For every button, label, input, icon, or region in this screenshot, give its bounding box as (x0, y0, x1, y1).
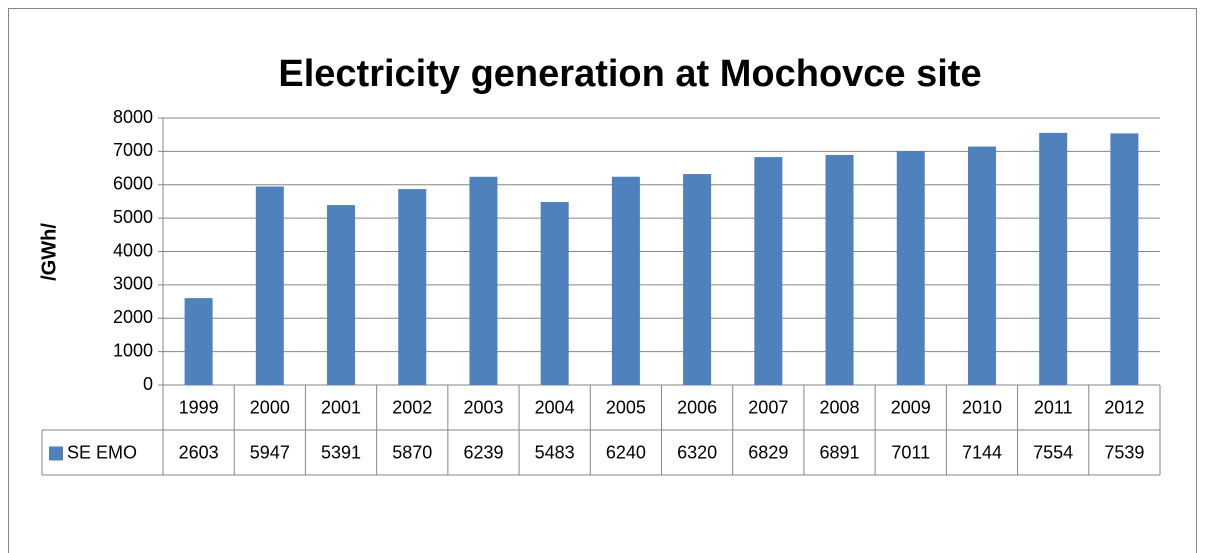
table-value: 6829 (748, 442, 788, 462)
bar (255, 186, 284, 385)
bar (1110, 133, 1139, 385)
table-value: 7539 (1104, 442, 1144, 462)
table-value: 5483 (535, 442, 575, 462)
x-tick-label: 2006 (677, 397, 717, 417)
y-tick-label: 4000 (113, 240, 153, 260)
table-value: 5391 (321, 442, 361, 462)
bar (683, 174, 712, 385)
x-tick-label: 2010 (962, 397, 1002, 417)
table-value: 6239 (463, 442, 503, 462)
x-tick-label: 2009 (891, 397, 931, 417)
table-value: 5947 (250, 442, 290, 462)
y-tick-label: 2000 (113, 307, 153, 327)
bar (1039, 132, 1068, 385)
bar (825, 155, 854, 385)
x-tick-label: 1999 (179, 397, 219, 417)
bar (611, 176, 640, 385)
table-value: 5870 (392, 442, 432, 462)
chart-title: Electricity generation at Mochovce site (278, 53, 981, 95)
table-value: 7011 (891, 442, 930, 462)
x-tick-label: 2001 (321, 397, 361, 417)
chart-frame (8, 8, 1197, 553)
bar (398, 189, 427, 385)
y-tick-label: 7000 (113, 140, 153, 160)
x-tick-label: 2005 (606, 397, 646, 417)
y-axis-title: /GWh/ (38, 223, 60, 281)
table-value: 2603 (179, 442, 219, 462)
x-tick-label: 2012 (1104, 397, 1144, 417)
table-value: 7144 (962, 442, 1002, 462)
bar (896, 151, 925, 385)
table-value: 6891 (820, 442, 860, 462)
legend-label: SE EMO (67, 442, 137, 462)
bar (754, 157, 783, 385)
x-tick-label: 2000 (250, 397, 290, 417)
x-tick-label: 2008 (820, 397, 860, 417)
table-value: 6240 (606, 442, 646, 462)
y-tick-label: 1000 (113, 340, 153, 360)
y-tick-label: 8000 (113, 107, 153, 127)
x-tick-label: 2002 (392, 397, 432, 417)
table-value: 7554 (1033, 442, 1073, 462)
bar (184, 298, 213, 385)
y-tick-label: 0 (143, 374, 153, 394)
y-tick-label: 3000 (113, 274, 153, 294)
table-value: 6320 (677, 442, 717, 462)
bar (540, 202, 569, 385)
bar (469, 176, 498, 385)
x-tick-label: 2004 (535, 397, 575, 417)
bar (967, 146, 996, 385)
x-tick-label: 2007 (748, 397, 788, 417)
legend-swatch (49, 446, 63, 461)
x-tick-label: 2003 (463, 397, 503, 417)
x-tick-label: 2011 (1034, 397, 1073, 417)
y-tick-label: 6000 (113, 174, 153, 194)
bar (327, 205, 356, 385)
y-tick-label: 5000 (113, 207, 153, 227)
